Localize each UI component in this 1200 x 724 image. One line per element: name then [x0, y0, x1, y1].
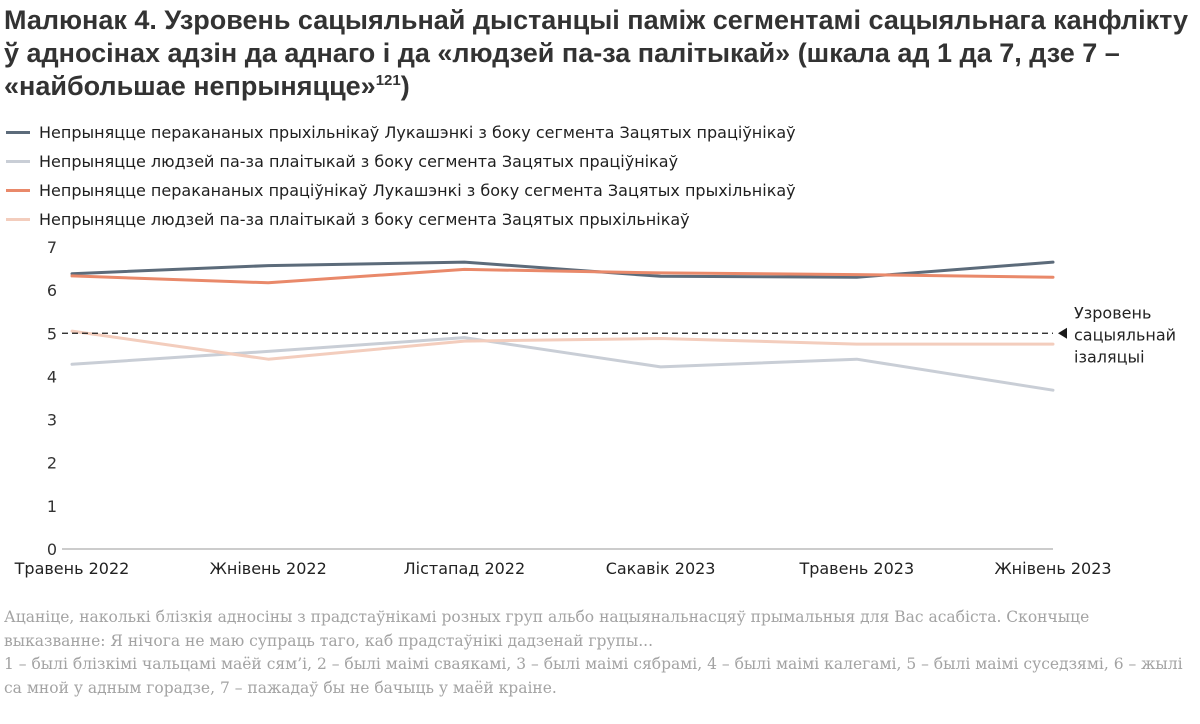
reference-arrow-icon — [1058, 327, 1067, 339]
y-tick-label: 2 — [47, 454, 57, 473]
legend-label: Непрыняцце людзей па-за плаітыкай з боку… — [39, 210, 690, 229]
y-tick-label: 1 — [47, 497, 57, 516]
y-tick-label: 0 — [47, 540, 57, 559]
chart-title: Малюнак 4. Узровень сацыяльнай дыстанцыі… — [4, 4, 1194, 103]
x-tick-label: Сакавік 2023 — [606, 559, 716, 578]
legend-label: Непрыняцце перакананых праціўнікаў Лукаш… — [39, 181, 796, 200]
note-question: Ацаніце, наколькі блізкія адносіны з пра… — [4, 608, 1090, 650]
reference-label: ізаляцыі — [1074, 347, 1145, 366]
y-tick-label: 4 — [47, 367, 57, 386]
x-tick-label: Жнівень 2023 — [994, 559, 1111, 578]
note-scale: 1 – былі блізкімі чальцамі маёй сям’і, 2… — [4, 655, 1183, 697]
legend-item: Непрыняцце людзей па-за плаітыкай з боку… — [6, 147, 796, 176]
x-tick-label: Лістапад 2022 — [404, 559, 526, 578]
legend-label: Непрыняцце людзей па-за плаітыкай з боку… — [39, 152, 679, 171]
y-tick-label: 7 — [47, 238, 57, 257]
legend-swatch — [6, 131, 30, 134]
reference-label: Узровень — [1074, 303, 1151, 322]
x-tick-label: Жнівень 2022 — [210, 559, 327, 578]
footnote-mark: 121 — [375, 72, 401, 89]
series-line — [70, 329, 1055, 361]
legend-item: Непрыняцце перакананых праціўнікаў Лукаш… — [6, 176, 796, 205]
x-tick-label: Травень 2023 — [798, 559, 914, 578]
legend-swatch — [6, 189, 30, 192]
x-tick-label: Травень 2022 — [14, 559, 130, 578]
legend-item: Непрыняцце перакананых прыхільнікаў Лука… — [6, 118, 796, 147]
title-closing: ) — [400, 71, 410, 101]
series-line — [70, 267, 1055, 285]
y-tick-label: 6 — [47, 281, 57, 300]
reference-label: сацыяльнай — [1074, 325, 1176, 344]
title-text: Малюнак 4. Узровень сацыяльнай дыстанцыі… — [4, 5, 1189, 101]
line-chart: 0 1 2 3 4 5 6 7 Травень 2022 Жнівень 2022 Лістапад… — [14, 238, 1176, 578]
y-tick-label: 5 — [47, 324, 57, 343]
legend-label: Непрыняцце перакананых прыхільнікаў Лука… — [39, 123, 796, 142]
legend-swatch — [6, 160, 30, 163]
y-tick-label: 3 — [47, 411, 57, 430]
legend-item: Непрыняцце людзей па-за плаітыкай з боку… — [6, 205, 796, 234]
legend-swatch — [6, 218, 30, 221]
source-note: Ацаніце, наколькі блізкія адносіны з пра… — [4, 606, 1194, 700]
chart-legend: Непрыняцце перакананых прыхільнікаў Лука… — [6, 118, 796, 234]
